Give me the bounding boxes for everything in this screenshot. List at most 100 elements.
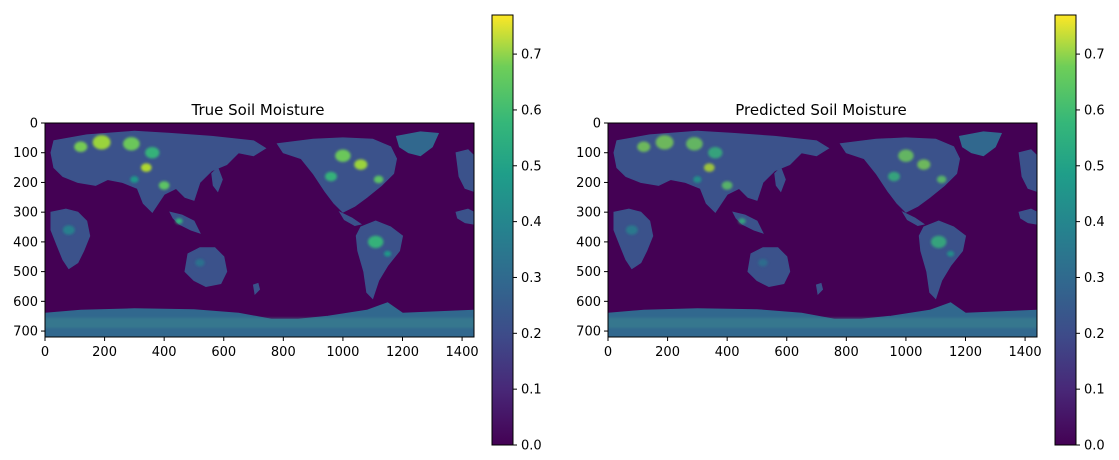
y-tick-label: 200 [13,176,38,191]
seAsia-region [169,211,201,234]
centralAm-region [901,210,926,227]
europeEdge-region [1018,149,1037,192]
moisture-patch [686,137,703,151]
nz-region [815,282,824,295]
europeEdge-region [455,149,474,192]
x-axis: 0 200 400 600 800 1000 1200 1400 [604,337,1042,360]
colorbar-tick-label: 0.2 [521,327,542,342]
africaEdge-region [1018,208,1037,225]
moisture-patch [158,181,170,190]
plot-title: Predicted Soil Moisture [735,101,907,119]
x-tick-label: 800 [834,345,859,360]
y-tick-label: 700 [576,325,601,340]
colorbar-tick-label: 0.3 [1084,271,1105,286]
moisture-patch [325,171,337,182]
x-tick-label: 1200 [386,345,419,360]
moisture-patch [655,135,674,150]
colorbar-tick-label: 0.2 [1084,327,1105,342]
heatmap-image [44,122,475,338]
greenland-region [958,131,1003,157]
moisture-patch [930,235,947,249]
moisture-patch [175,218,183,224]
moisture-patch [373,175,384,184]
y-tick-label: 100 [13,146,38,161]
y-tick-label: 300 [13,206,38,221]
y-tick-label: 500 [576,265,601,280]
y-tick-label: 400 [576,235,601,250]
y-tick-label: 600 [576,295,601,310]
centralAm-region [338,210,363,227]
japan-region [774,166,786,193]
moisture-patch [625,225,638,235]
colorbar-tick-label: 0.6 [521,103,542,118]
northAmerica-region [839,137,961,213]
y-axis: 0 100 200 300 400 500 600 700 [576,117,608,340]
x-tick-label: 1400 [446,345,479,360]
colorbar-tick-label: 0.4 [1084,215,1105,230]
australia-region [747,247,791,288]
x-tick-label: 0 [41,345,49,360]
colorbar-tick-label: 0.0 [521,439,542,454]
moisture-patch [888,171,900,182]
moisture-patch [195,258,205,267]
x-tick-label: 400 [152,345,177,360]
southAmerica-region [918,220,967,300]
y-axis: 0 100 200 300 400 500 600 700 [13,117,45,340]
moisture-patch [738,218,746,224]
x-tick-label: 800 [271,345,296,360]
x-tick-label: 1200 [949,345,982,360]
greenland-region [395,131,440,157]
x-tick-label: 600 [211,345,236,360]
x-tick-label: 200 [92,345,117,360]
y-tick-label: 300 [576,206,601,221]
moisture-patch [637,141,651,153]
moisture-patch [384,250,392,257]
x-axis: 0 200 400 600 800 1000 1200 1400 [41,337,479,360]
colorbar-gradient [491,14,514,446]
colorbar-tick-label: 0.3 [521,271,542,286]
moisture-patch [354,159,368,170]
colorbar-tick-label: 0.1 [521,383,542,398]
colorbar-tick-label: 0.5 [1084,159,1105,174]
x-tick-label: 600 [774,345,799,360]
moisture-patch [936,175,947,184]
y-tick-label: 400 [13,235,38,250]
ice-band [608,317,1037,329]
x-tick-label: 0 [604,345,612,360]
moisture-patch [145,147,160,159]
y-tick-label: 200 [576,176,601,191]
seAsia-region [732,211,764,234]
moisture-patch [693,176,702,183]
y-tick-label: 500 [13,265,38,280]
x-tick-label: 1000 [326,345,359,360]
true-soil-moisture-panel: True Soil Moisture 0 200 400 600 800 1000 1200… [13,14,542,454]
colorbar-tick-label: 0.1 [1084,383,1105,398]
predicted-soil-moisture-panel: Predicted Soil Moisture 0 200 400 600 800 100… [576,14,1105,454]
africaEdge-region [455,208,474,225]
moisture-patch [758,258,768,267]
axes-frame [44,122,475,338]
heatmap-image [607,122,1038,338]
southAmerica-region [355,220,404,300]
colorbar-tick-label: 0.4 [521,215,542,230]
colorbar: 0.0 0.1 0.2 0.3 0.4 0.5 0.6 0.7 [491,14,542,454]
x-tick-label: 1400 [1009,345,1042,360]
plot-title: True Soil Moisture [191,101,325,119]
colorbar-tick-label: 0.0 [1084,439,1105,454]
moisture-patch [708,147,723,159]
moisture-patch [898,149,914,162]
y-tick-label: 100 [576,146,601,161]
japan-region [211,166,223,193]
colorbar-tick-label: 0.6 [1084,103,1105,118]
moisture-patch [947,250,955,257]
axes-frame [607,122,1038,338]
moisture-patch [917,159,931,170]
africa-region [50,208,91,270]
moisture-patch [367,235,384,249]
colorbar-tick-label: 0.7 [521,48,542,63]
northAmerica-region [276,137,398,213]
australia-region [184,247,228,288]
moisture-patch [74,141,88,153]
moisture-patch [130,176,139,183]
